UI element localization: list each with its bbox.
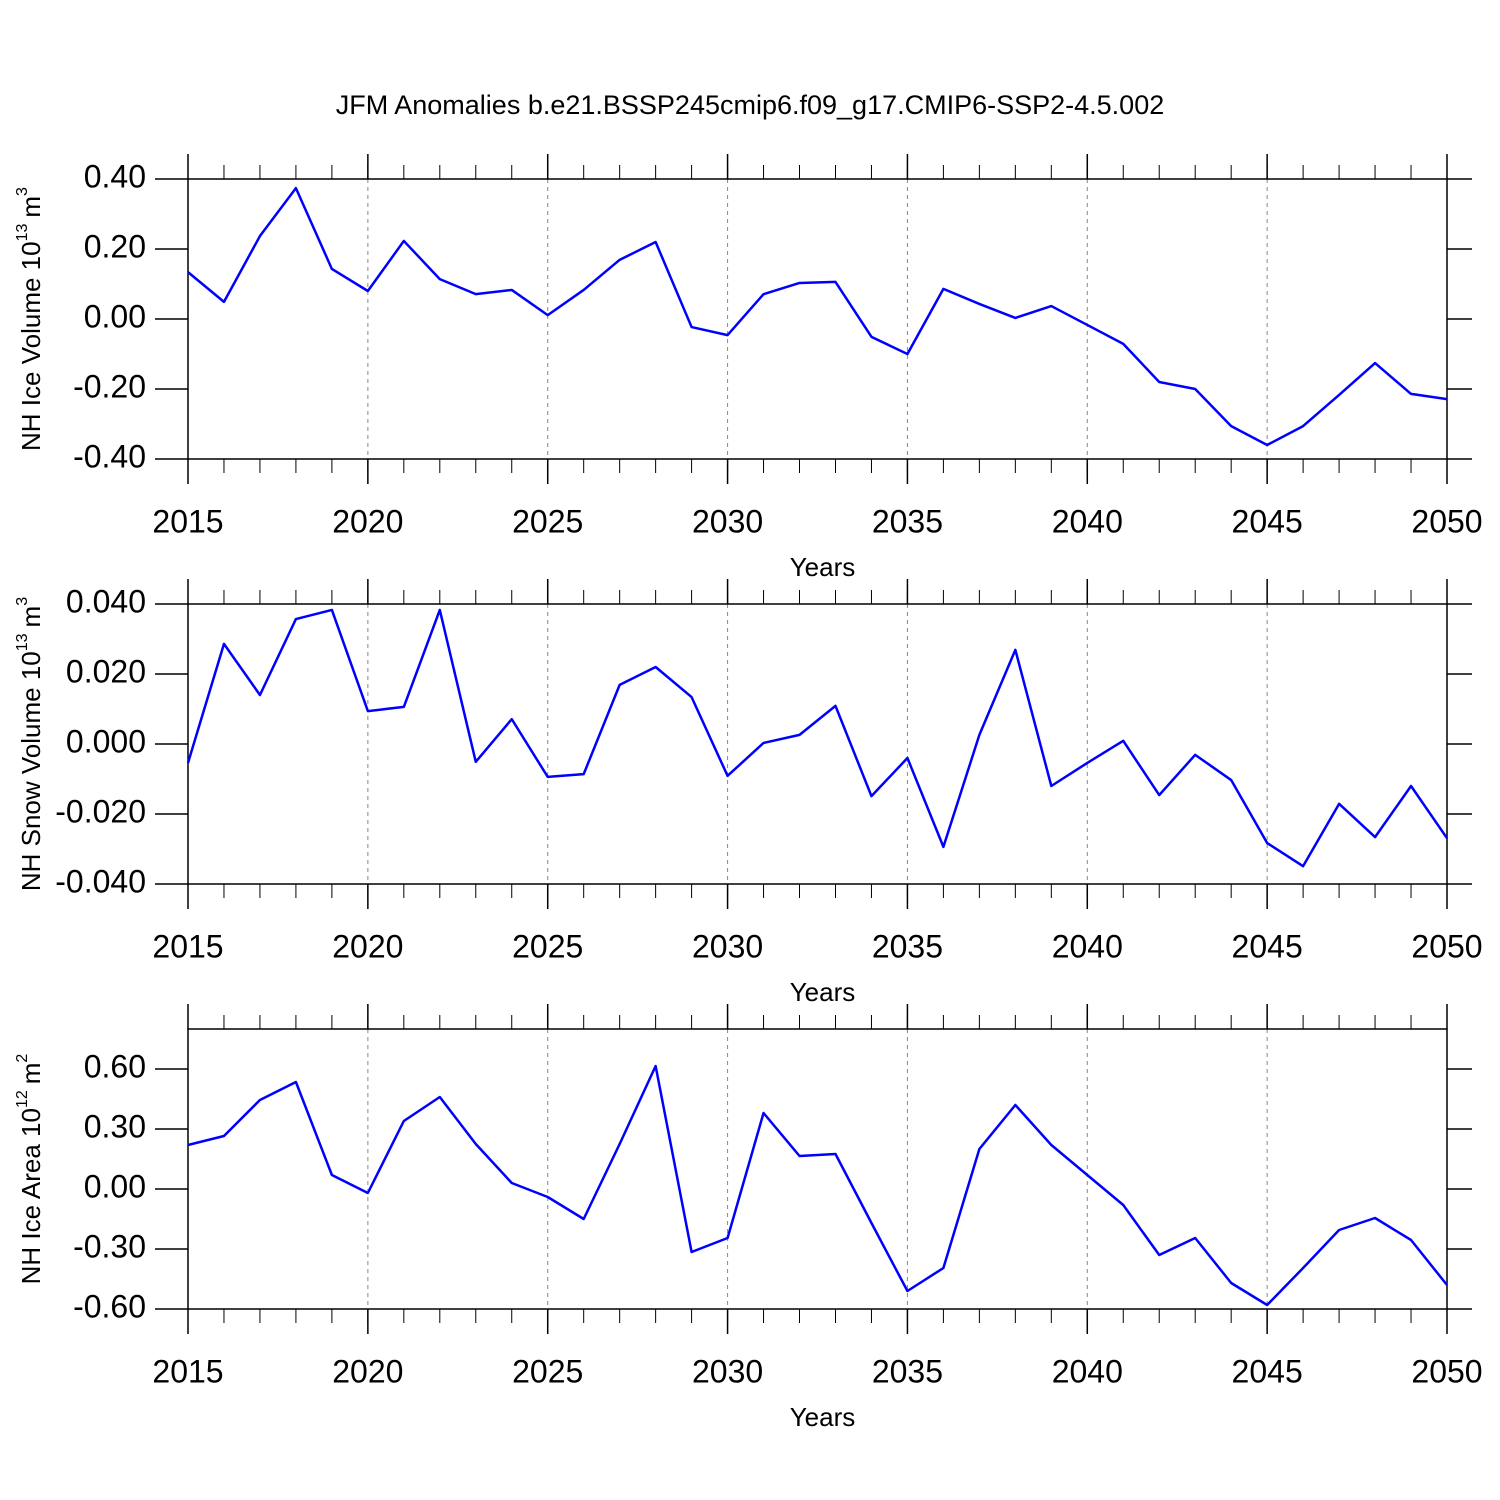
- x-tick-label: 2030: [692, 928, 763, 964]
- x-tick-label: 2020: [332, 503, 403, 539]
- plot-frame: [187, 1028, 1448, 1310]
- y-tick-label: 0.00: [84, 1168, 146, 1204]
- y-tick-label: 0.60: [84, 1048, 146, 1084]
- x-tick-label: 2020: [332, 1353, 403, 1389]
- y-axis-label: NH Snow Volume 1013 m3: [14, 597, 46, 891]
- x-axis-label: Years: [790, 1402, 856, 1432]
- x-tick-label: 2015: [152, 1353, 223, 1389]
- y-axis-label-unit: m: [16, 606, 46, 628]
- x-tick-label: 2030: [692, 1353, 763, 1389]
- x-axis-label: Years: [790, 552, 856, 582]
- data-line: [186, 608, 1449, 868]
- x-tick-label: 2030: [692, 503, 763, 539]
- x-tick-label: 2020: [332, 928, 403, 964]
- y-axis-label-exponent: 13: [14, 224, 31, 242]
- y-tick-label: -0.040: [55, 863, 146, 899]
- x-tick-label: 2040: [1052, 928, 1123, 964]
- y-tick-label: -0.30: [73, 1228, 146, 1264]
- y-axis-label-unit-exponent: 3: [14, 187, 31, 196]
- y-tick-label: 0.000: [66, 723, 146, 759]
- data-line: [187, 1064, 1448, 1307]
- y-axis-label-unit: m: [16, 196, 46, 218]
- y-tick-label: -0.020: [55, 793, 146, 829]
- y-tick-label: 0.00: [84, 298, 146, 334]
- y-axis-label-exponent: 13: [14, 633, 31, 651]
- y-tick-label: 0.040: [66, 583, 146, 619]
- y-tick-label: -0.20: [73, 368, 146, 404]
- y-tick-label: -0.60: [73, 1288, 146, 1324]
- x-tick-label: 2040: [1052, 503, 1123, 539]
- x-tick-label: 2015: [152, 503, 223, 539]
- y-axis-label: NH Ice Volume 1013 m3: [14, 187, 46, 451]
- x-tick-label: 2025: [512, 928, 583, 964]
- plot-frame: [187, 603, 1448, 885]
- y-tick-label: 0.20: [84, 228, 146, 264]
- x-tick-label: 2035: [872, 503, 943, 539]
- x-tick-label: 2040: [1052, 1353, 1123, 1389]
- y-axis-label-unit-exponent: 2: [14, 1054, 31, 1063]
- x-axis-label: Years: [790, 977, 856, 1007]
- y-tick-label: 0.020: [66, 653, 146, 689]
- y-axis-label-unit: m: [16, 1063, 46, 1085]
- x-tick-label: 2035: [872, 928, 943, 964]
- y-axis-label-text: NH Snow Volume 10: [16, 651, 46, 891]
- x-tick-label: 2015: [152, 928, 223, 964]
- y-tick-label: 0.30: [84, 1108, 146, 1144]
- plot-frame: [187, 178, 1448, 460]
- figure-title: JFM Anomalies b.e21.BSSP245cmip6.f09_g17…: [336, 90, 1164, 120]
- y-tick-label: 0.40: [84, 158, 146, 194]
- y-axis-label: NH Ice Area 1012 m2: [14, 1054, 46, 1285]
- x-tick-label: 2050: [1411, 1353, 1482, 1389]
- x-tick-label: 2045: [1232, 503, 1303, 539]
- x-tick-label: 2035: [872, 1353, 943, 1389]
- x-tick-label: 2050: [1411, 928, 1482, 964]
- x-tick-label: 2025: [512, 503, 583, 539]
- y-axis-label-text: NH Ice Area 10: [16, 1108, 46, 1284]
- y-tick-label: -0.40: [73, 438, 146, 474]
- x-tick-label: 2045: [1232, 1353, 1303, 1389]
- data-line: [187, 186, 1448, 447]
- y-axis-label-exponent: 12: [14, 1090, 31, 1108]
- y-axis-label-text: NH Ice Volume 10: [16, 241, 46, 451]
- x-tick-label: 2050: [1411, 503, 1482, 539]
- x-tick-label: 2025: [512, 1353, 583, 1389]
- x-tick-label: 2045: [1232, 928, 1303, 964]
- y-axis-label-unit-exponent: 3: [14, 597, 31, 606]
